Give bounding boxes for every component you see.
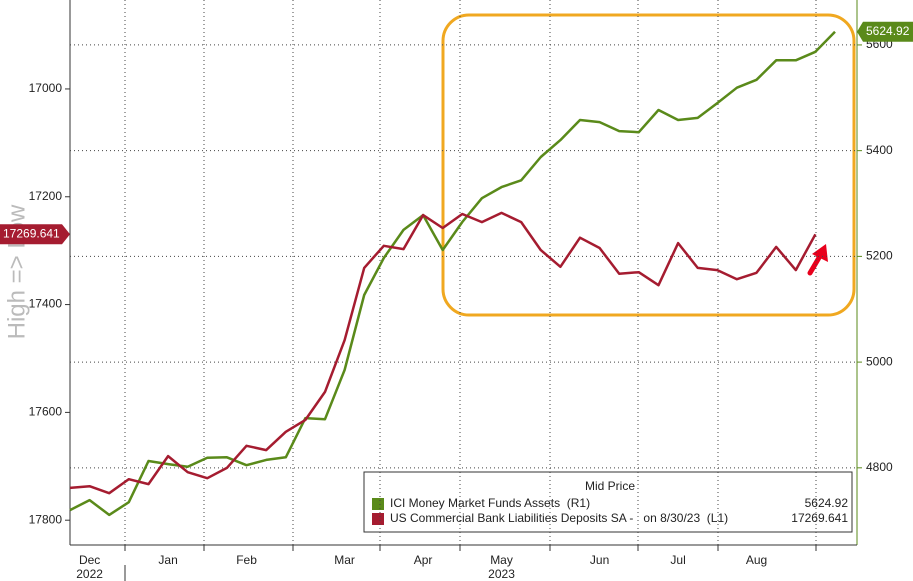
legend-swatch	[372, 498, 384, 510]
last-value-label: 5624.92	[866, 24, 910, 38]
legend-value: 5624.92	[805, 496, 849, 510]
y2-tick-label: 4800	[866, 460, 893, 474]
legend-box	[363, 471, 853, 533]
legend-value: 17269.641	[791, 511, 848, 525]
x-tick-label: May	[490, 553, 513, 567]
year-label: 2022	[76, 567, 103, 581]
x-tick-label: Apr	[414, 553, 433, 567]
y-tick-label: 17800	[29, 512, 63, 526]
arrow-head	[812, 244, 828, 262]
y2-tick-label: 5000	[866, 354, 893, 368]
x-tick-label: Jul	[670, 553, 685, 567]
x-tick-label: Aug	[746, 553, 767, 567]
y2-tick-label: 5200	[866, 249, 893, 263]
legend-title: Mid Price	[585, 479, 635, 493]
arrow-shaft	[807, 253, 823, 276]
y-axis-label: High => Low	[3, 204, 30, 339]
x-tick-label: Feb	[236, 553, 257, 567]
y-tick-label: 17200	[29, 189, 63, 203]
highlight-box	[441, 13, 856, 317]
legend-label: US Commercial Bank Liabilities Deposits …	[390, 511, 728, 525]
x-tick-label: Jan	[158, 553, 177, 567]
last-value-label: 17269.641	[3, 226, 60, 240]
last-value-tag	[0, 224, 70, 245]
arrow	[807, 244, 828, 276]
x-tick-label: Mar	[334, 553, 355, 567]
y-tick-label: 17000	[29, 81, 63, 95]
y2-tick-label: 5400	[866, 143, 893, 157]
y-tick-label: 17400	[29, 297, 63, 311]
legend-label: ICI Money Market Funds Assets (R1)	[390, 496, 590, 510]
legend: Mid Price ICI Money Market Funds Assets …	[363, 471, 853, 533]
series-line	[69, 30, 836, 517]
x-tick-label: Jun	[590, 553, 609, 567]
series-line	[69, 211, 817, 495]
year-label: 2023	[488, 567, 515, 581]
last-value-tag	[857, 21, 913, 42]
y-tick-label: 17600	[29, 405, 63, 419]
x-tick-label: Dec	[79, 553, 100, 567]
legend-swatch	[372, 513, 384, 525]
